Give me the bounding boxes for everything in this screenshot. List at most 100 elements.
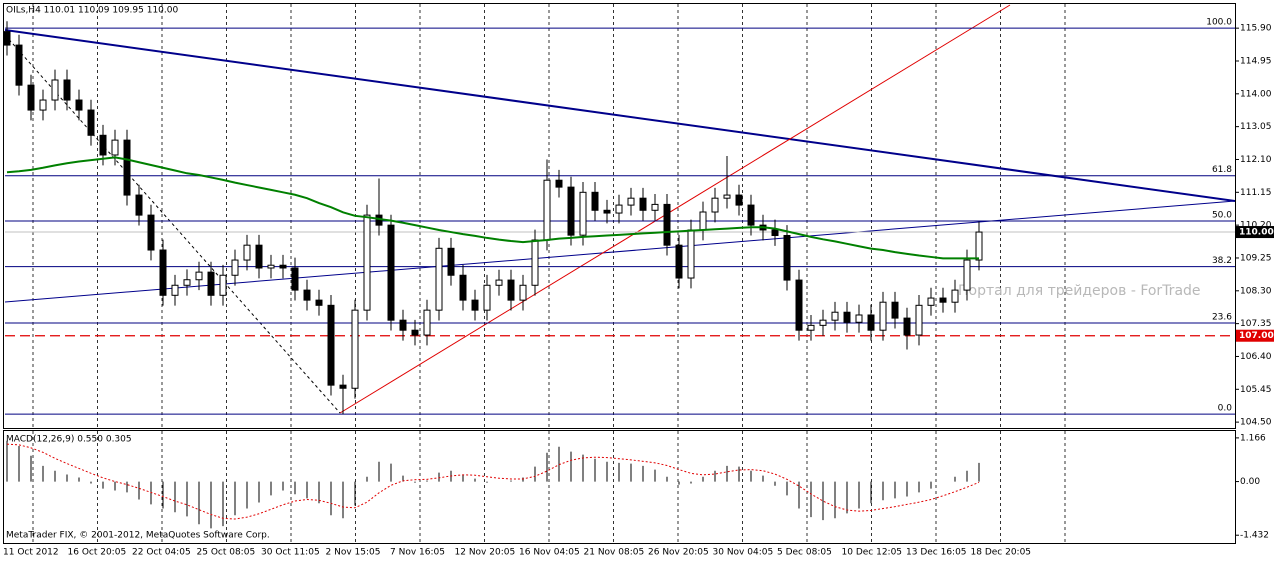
fib-label: 23.6	[1212, 312, 1232, 322]
candle-body	[459, 274, 467, 301]
price-box-label: 107.00	[1239, 331, 1274, 341]
candle-body	[159, 249, 167, 296]
x-tick-label: 21 Nov 08:05	[584, 548, 645, 558]
candle-body	[831, 311, 839, 321]
fib-diagonal	[4, 34, 341, 414]
candle-body	[687, 229, 695, 279]
x-tick-label: 7 Nov 16:05	[390, 548, 445, 558]
y-tick-label: 114.00	[1240, 89, 1272, 99]
candles	[4, 21, 983, 415]
candle-body	[915, 304, 923, 336]
x-tick-label: 2 Nov 15:05	[326, 548, 381, 558]
x-tick-label: 26 Nov 20:05	[648, 548, 709, 558]
x-tick-label: 13 Dec 16:05	[906, 548, 967, 558]
candle-body	[255, 244, 263, 269]
y-tick-label: 110.20	[1240, 221, 1272, 231]
candle-body	[135, 194, 143, 216]
candle-body	[315, 299, 323, 306]
candle-body	[543, 179, 551, 241]
candle-body	[75, 99, 83, 111]
candle-body	[351, 309, 359, 389]
candle-body	[591, 191, 599, 211]
candle-body	[51, 79, 59, 101]
candle-body	[939, 297, 947, 303]
candle-body	[519, 284, 527, 301]
fib-label: 50.0	[1212, 210, 1232, 220]
copyright: MetaTrader FIX, © 2001-2012, MetaQuotes …	[6, 531, 270, 541]
y-tick-label: 104.50	[1240, 418, 1272, 428]
candle-body	[507, 279, 515, 301]
candle-body	[231, 259, 239, 276]
candle-body	[183, 279, 191, 286]
candle-body	[123, 139, 131, 196]
x-tick-label: 11 Oct 2012	[3, 548, 59, 558]
candle-body	[879, 301, 887, 331]
candle-body	[147, 214, 155, 251]
candle-body	[243, 244, 251, 261]
x-tick-label: 18 Dec 20:05	[971, 548, 1032, 558]
candle-body	[951, 289, 959, 303]
candle-body	[639, 197, 647, 211]
candle-body	[711, 197, 719, 213]
candle-body	[963, 259, 971, 291]
candle-body	[87, 109, 95, 136]
candle-body	[4, 31, 11, 46]
candle-body	[615, 204, 623, 214]
candle-body	[735, 194, 743, 206]
candle-body	[579, 191, 587, 236]
x-tick-label: 16 Oct 20:05	[68, 548, 127, 558]
candle-body	[699, 211, 707, 231]
macd-tick-label: 0.00	[1240, 477, 1260, 487]
candle-body	[807, 324, 815, 331]
candle-body	[903, 317, 911, 336]
x-tick-label: 30 Nov 04:05	[713, 548, 774, 558]
candle-body	[495, 279, 503, 286]
macd-title: MACD(12,26,9) 0.550 0.305	[6, 435, 132, 445]
candle-body	[471, 299, 479, 311]
y-tick-label: 105.45	[1240, 385, 1272, 395]
candle-body	[435, 247, 443, 311]
watermark: Портал для трейдеров - ForTrade	[958, 283, 1201, 299]
candle-body	[723, 194, 731, 199]
candle-body	[27, 84, 35, 111]
candle-body	[855, 314, 863, 323]
candle-body	[399, 319, 407, 331]
candle-body	[39, 99, 47, 111]
y-tick-label: 111.15	[1240, 188, 1272, 198]
candle-body	[567, 186, 575, 236]
x-tick-label: 10 Dec 12:05	[842, 548, 903, 558]
candle-body	[783, 235, 791, 281]
candle-body	[891, 301, 899, 319]
candle-body	[111, 139, 119, 156]
fib-label: 38.2	[1212, 256, 1232, 266]
candle-body	[363, 214, 371, 311]
candle-body	[195, 271, 203, 281]
candle-body	[927, 297, 935, 306]
candle-body	[291, 267, 299, 291]
macd-tick-label: 1.166	[1240, 433, 1266, 443]
candle-body	[663, 203, 671, 246]
y-tick-label: 112.10	[1240, 155, 1272, 165]
macd-signal	[6, 443, 980, 520]
trend-line	[4, 29, 1235, 202]
candle-body	[447, 247, 455, 276]
x-tick-label: 25 Oct 08:05	[197, 548, 256, 558]
y-tick-label: 108.30	[1240, 286, 1272, 296]
candle-body	[339, 384, 347, 389]
candle-body	[219, 274, 227, 296]
candle-body	[651, 203, 659, 211]
macd-tick-label: -1.432	[1240, 531, 1269, 541]
candle-body	[627, 197, 635, 206]
candle-body	[531, 239, 539, 286]
y-tick-label: 106.40	[1240, 352, 1272, 362]
drawings	[4, 4, 1235, 414]
candle-body	[867, 314, 875, 331]
trend-line	[339, 4, 1011, 414]
y-tick-label: 114.95	[1240, 56, 1272, 66]
candle-body	[603, 209, 611, 214]
candle-body	[267, 264, 275, 269]
candle-body	[555, 179, 563, 188]
header: OILs,H4 110.01 110.09 109.95 110.00	[6, 6, 178, 16]
x-tick-label: 22 Oct 04:05	[132, 548, 191, 558]
